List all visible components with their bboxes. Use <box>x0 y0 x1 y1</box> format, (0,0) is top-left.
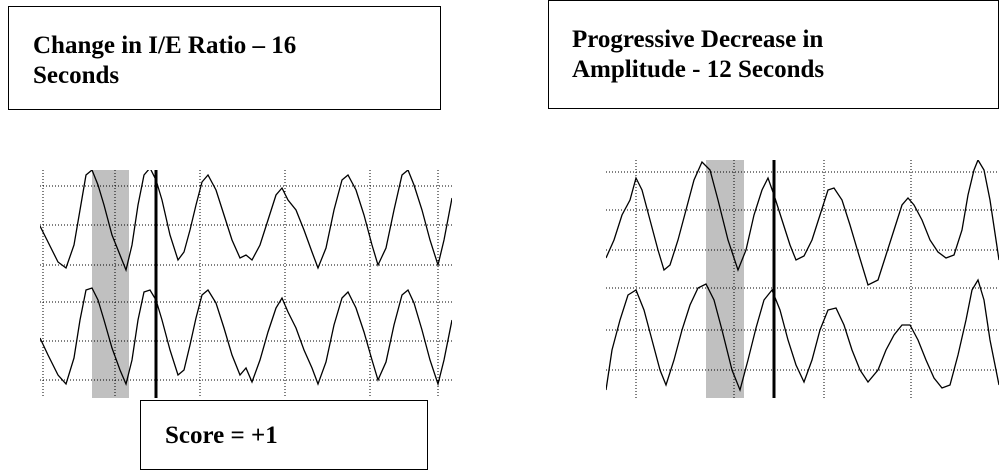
right-panel-title-line1: Progressive Decrease in <box>572 26 824 53</box>
left-waveform-top <box>40 170 452 273</box>
left-panel-title-line2: Seconds <box>33 62 120 89</box>
left-waveform-strip <box>40 170 452 398</box>
right-highlight-band <box>706 160 744 398</box>
left-grid <box>40 170 452 398</box>
right-waveform-strip <box>606 160 999 398</box>
score-label: Score = +1 <box>165 422 278 449</box>
left-highlight-band <box>92 170 129 398</box>
left-waveform-svg <box>40 170 452 398</box>
right-panel-title-box: Progressive Decrease in Amplitude - 12 S… <box>548 0 999 109</box>
right-grid <box>606 160 999 398</box>
right-waveform-top <box>606 160 999 286</box>
right-waveform-svg <box>606 160 999 398</box>
left-waveform-bottom <box>40 287 452 387</box>
score-box: Score = +1 <box>140 400 428 470</box>
left-panel-title-line1: Change in I/E Ratio – 16 <box>33 32 297 59</box>
left-panel-title-box: Change in I/E Ratio – 16 Seconds <box>8 6 441 110</box>
right-panel-title-line2: Amplitude - 12 Seconds <box>572 56 825 83</box>
right-waveform-bottom <box>606 278 999 393</box>
